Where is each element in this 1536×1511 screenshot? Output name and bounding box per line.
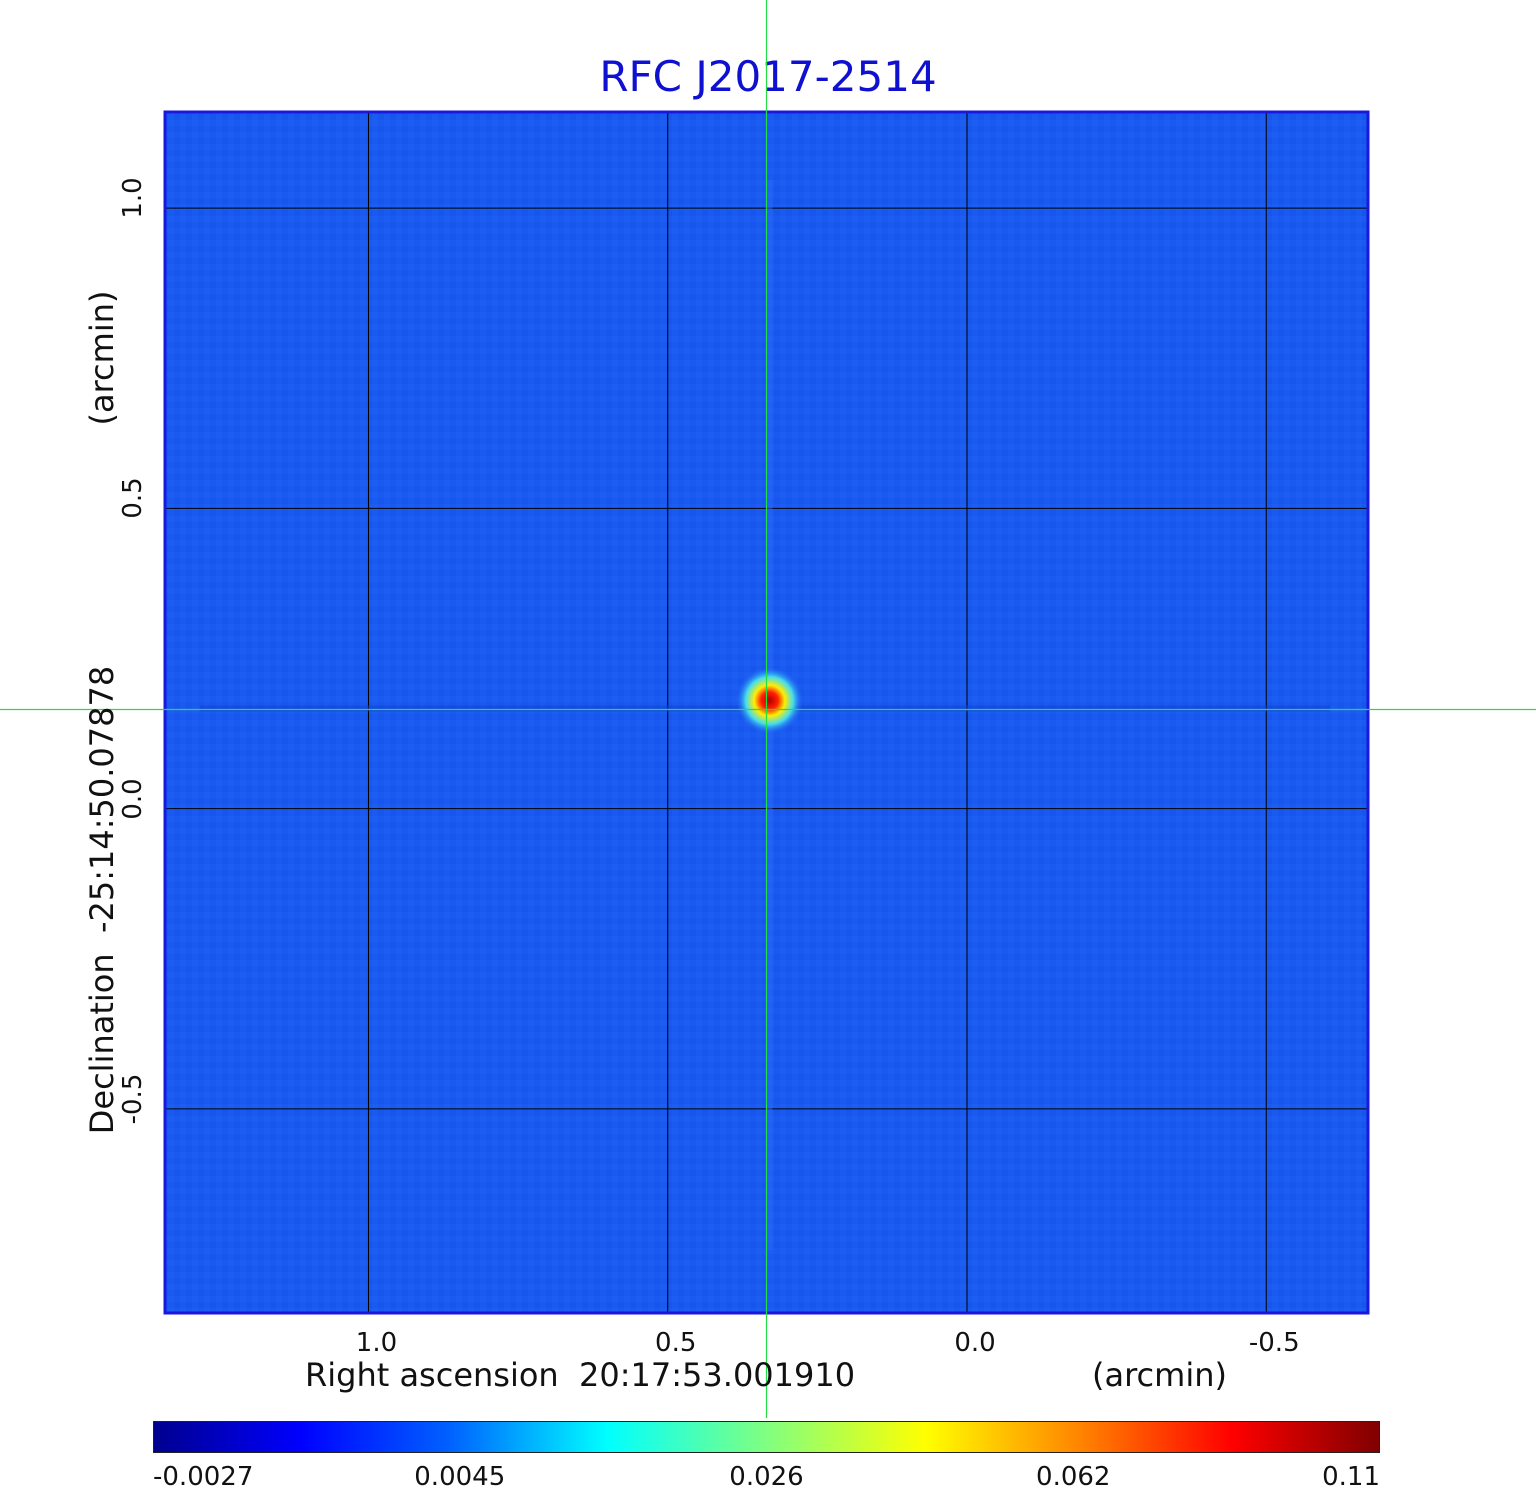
- y-tick-label-2: 0.0: [118, 777, 148, 820]
- colorbar-tick-label-4: 0.11: [1322, 1462, 1380, 1492]
- colorbar-tick-label-2: 0.026: [729, 1462, 804, 1492]
- x-tick-label-1: 0.5: [655, 1328, 697, 1358]
- radio-source: [200, 180, 1330, 1250]
- x-axis-unit: (arcmin): [1092, 1356, 1227, 1394]
- crosshair: [0, 0, 1536, 1418]
- y-tick-label-1: 0.5: [118, 477, 148, 520]
- colorbar: [153, 1421, 1380, 1453]
- y-tick-label-3: -0.5: [118, 1073, 148, 1125]
- x-tick-label-0: 1.0: [355, 1328, 398, 1358]
- colorbar-tick-label-3: 0.062: [1036, 1462, 1111, 1492]
- y-tick-label-0: 1.0: [118, 177, 148, 219]
- chart-title: RFC J2017-2514: [599, 52, 937, 101]
- x-tick-label-2: 0.0: [954, 1328, 996, 1358]
- colorbar-tick-label-0: -0.0027: [153, 1462, 254, 1492]
- x-tick-label-3: -0.5: [1248, 1328, 1300, 1358]
- colorbar-tick-label-1: 0.0045: [414, 1462, 506, 1492]
- x-axis-label: Right ascension 20:17:53.001910: [305, 1356, 856, 1394]
- y-axis-label: Declination -25:14:50.07878: [83, 665, 121, 1135]
- y-axis-unit: (arcmin): [83, 290, 121, 426]
- source-peak: [735, 666, 804, 735]
